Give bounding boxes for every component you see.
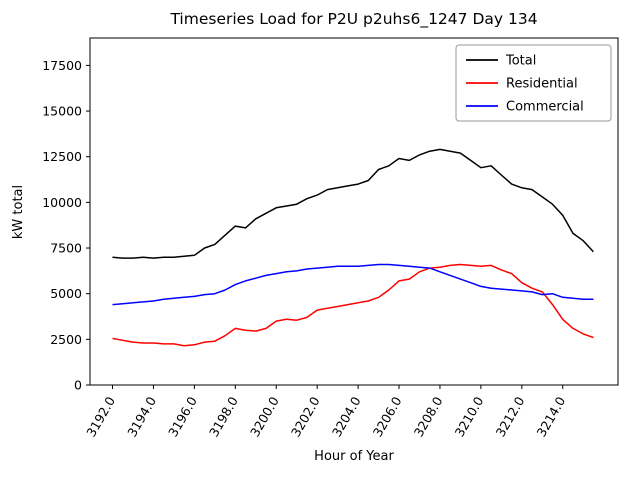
y-tick-label: 15000 <box>42 104 82 119</box>
legend-label-total: Total <box>505 54 536 69</box>
chart-title: Timeseries Load for P2U p2uhs6_1247 Day … <box>169 10 537 29</box>
x-tick-label: 3214.0 <box>533 394 568 439</box>
x-tick-label: 3200.0 <box>247 394 282 439</box>
series-line-residential <box>112 263 594 347</box>
y-tick-label: 12500 <box>42 149 82 164</box>
y-tick-label: 10000 <box>42 195 82 210</box>
y-tick-label: 17500 <box>42 58 82 73</box>
legend-label-residential: Residential <box>506 77 578 92</box>
x-tick-label: 3208.0 <box>411 394 446 439</box>
x-tick-label: 3196.0 <box>165 394 200 439</box>
y-tick-label: 7500 <box>50 241 82 256</box>
x-tick-label: 3198.0 <box>206 394 241 439</box>
series-line-commercial <box>112 263 594 306</box>
x-tick-label: 3194.0 <box>124 394 159 439</box>
x-tick-label: 3204.0 <box>329 394 364 439</box>
y-tick-label: 2500 <box>50 332 82 347</box>
legend-box <box>455 44 612 122</box>
x-axis-label: Hour of Year <box>314 449 394 464</box>
y-axis-label: kW total <box>11 185 26 239</box>
series-line-total <box>112 148 594 259</box>
y-tick-label: 0 <box>74 378 82 393</box>
legend-label-commercial: Commercial <box>506 100 584 115</box>
x-tick-label: 3210.0 <box>452 394 487 439</box>
y-tick-label: 5000 <box>50 286 82 301</box>
axes-box <box>89 37 619 386</box>
x-tick-label: 3206.0 <box>370 394 405 439</box>
x-tick-label: 3192.0 <box>83 394 118 439</box>
x-tick-label: 3212.0 <box>493 394 528 439</box>
x-tick-label: 3202.0 <box>288 394 323 439</box>
